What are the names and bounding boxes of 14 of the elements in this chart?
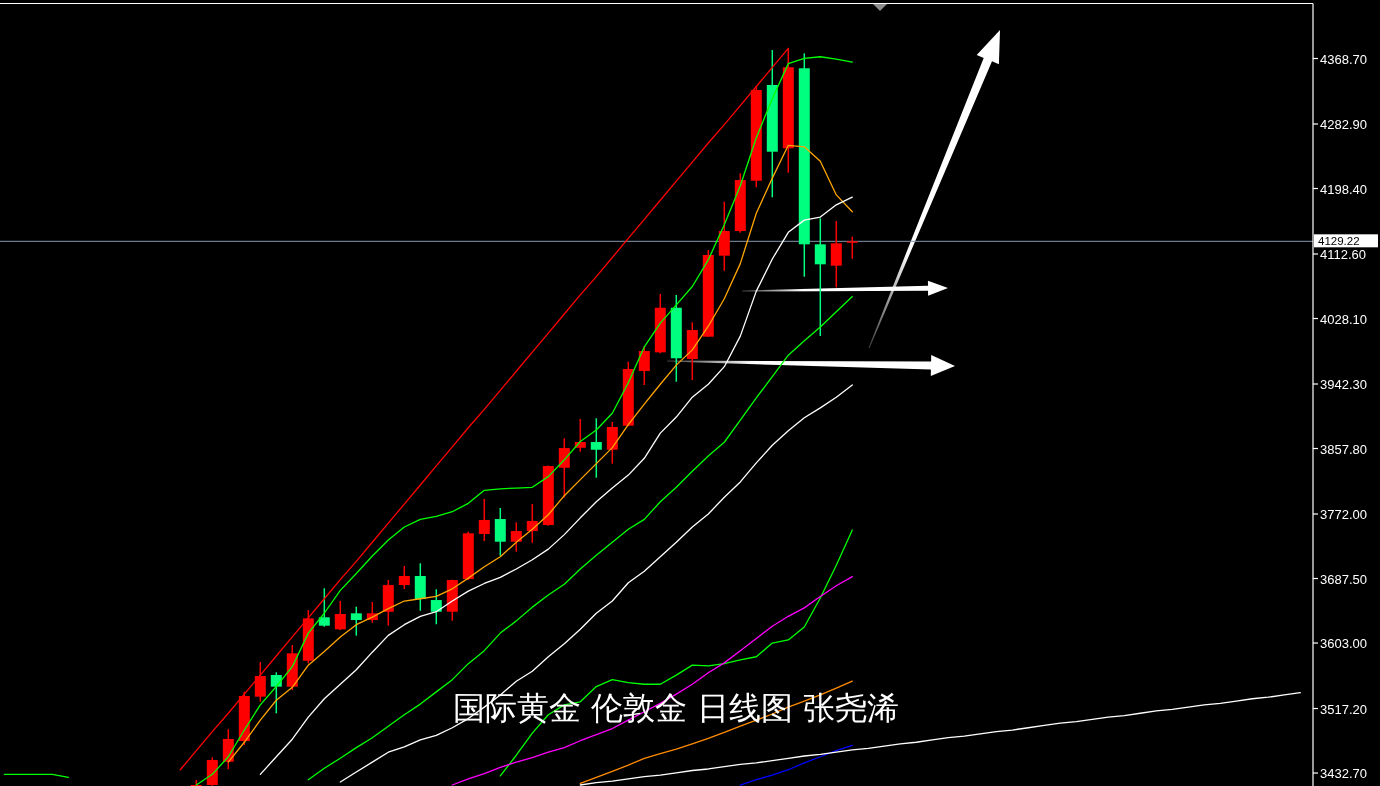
- y-tick-label: 3857.80: [1320, 441, 1367, 457]
- y-tick-label: 3687.50: [1320, 571, 1367, 587]
- y-tick-label: 3603.00: [1320, 636, 1367, 651]
- y-tick-label: 4112.60: [1320, 247, 1367, 262]
- y-tick-label: 3772.00: [1320, 507, 1367, 522]
- y-tick-label: 4368.70: [1320, 51, 1367, 67]
- y-tick-label: 3432.70: [1320, 766, 1367, 781]
- ref-line-label: 4129.22: [1318, 235, 1360, 248]
- y-tick-label: 3942.30: [1320, 377, 1367, 392]
- ref-line-label: 4129.22: [1314, 234, 1378, 248]
- y-tick-label: 4282.90: [1320, 117, 1367, 132]
- y-tick-label: 3517.20: [1320, 701, 1367, 717]
- y-tick-label: 4028.10: [1320, 311, 1367, 327]
- y-tick-label: 4198.40: [1320, 181, 1367, 197]
